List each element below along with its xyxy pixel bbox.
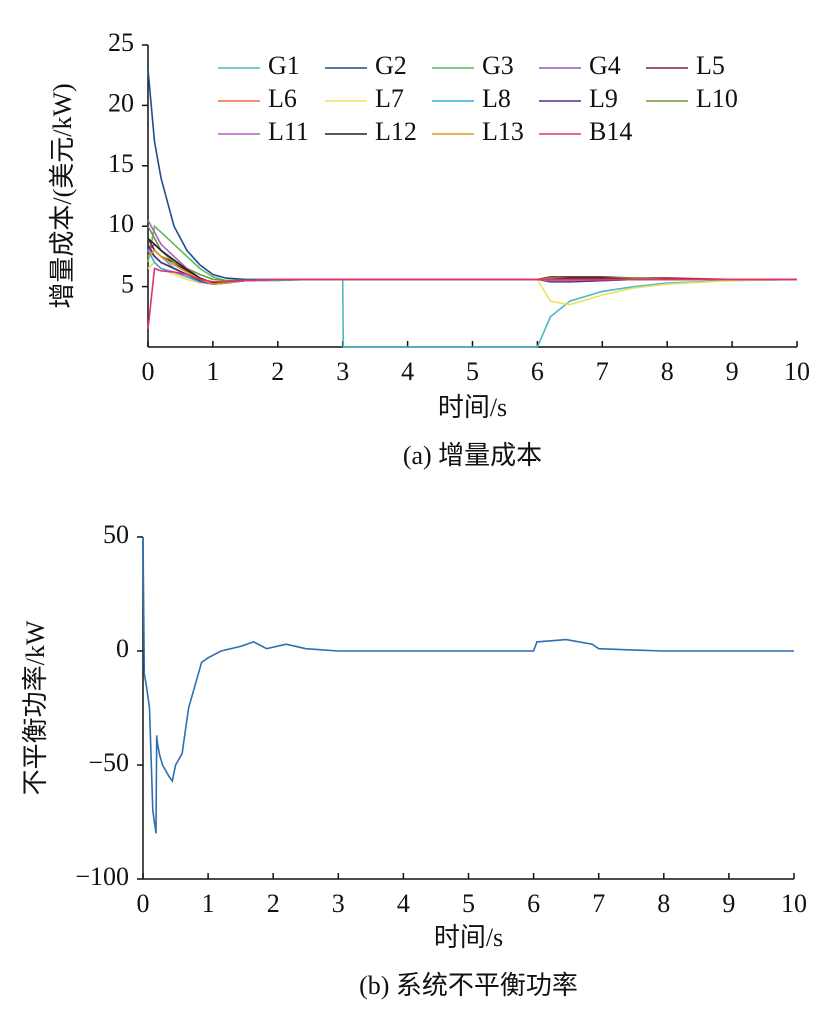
legend-label: L8	[482, 84, 511, 113]
x-tick-label: 8	[657, 889, 670, 918]
y-tick-label: 25	[108, 28, 134, 57]
legend-label: L13	[482, 117, 524, 146]
series-line	[147, 237, 798, 348]
x-tick-label: 2	[267, 889, 280, 918]
legend-label: L12	[375, 117, 417, 146]
x-tick-label: 6	[531, 357, 544, 386]
x-tick-label: 10	[784, 357, 810, 386]
x-tick-label: 0	[142, 357, 155, 386]
y-axis-label: 增量成本/(美元/kW)	[48, 83, 77, 308]
legend-label: L10	[696, 84, 738, 113]
x-tick-label: 0	[137, 889, 150, 918]
x-tick-label: 1	[206, 357, 219, 386]
x-tick-label: 1	[202, 889, 215, 918]
x-axis-label: 时间/s	[438, 393, 507, 422]
legend-label: G4	[589, 51, 621, 80]
x-tick-label: 8	[661, 357, 674, 386]
series-line	[147, 267, 797, 329]
series-line	[147, 224, 797, 282]
legend-label: L9	[589, 84, 618, 113]
legend-label: L11	[268, 117, 309, 146]
legend-label: G3	[482, 51, 514, 80]
caption: (a) 增量成本	[403, 441, 542, 470]
series-line	[147, 237, 797, 286]
x-tick-label: 9	[726, 357, 739, 386]
y-axis-label: 不平衡功率/kW	[21, 620, 50, 795]
x-tick-label: 3	[336, 357, 349, 386]
x-tick-label: 6	[527, 889, 540, 918]
legend-label: L7	[375, 84, 404, 113]
x-tick-label: 9	[722, 889, 735, 918]
y-tick-label: −50	[88, 748, 129, 777]
y-tick-label: 5	[121, 270, 134, 299]
series-line	[147, 219, 797, 284]
legend-label: L6	[268, 84, 297, 113]
y-tick-label: −100	[75, 862, 129, 891]
x-tick-label: 5	[462, 889, 475, 918]
y-tick-label: 0	[116, 634, 129, 663]
series-line	[147, 243, 797, 284]
x-tick-label: 10	[781, 889, 807, 918]
series-line	[147, 237, 797, 284]
x-tick-label: 3	[332, 889, 345, 918]
series-line	[147, 225, 797, 282]
legend-label: G2	[375, 51, 407, 80]
y-tick-label: 50	[103, 520, 129, 549]
x-tick-label: 4	[401, 357, 414, 386]
series-line	[142, 536, 794, 834]
x-tick-label: 7	[596, 357, 609, 386]
y-tick-label: 15	[108, 149, 134, 178]
series-line	[147, 261, 798, 306]
x-tick-label: 4	[397, 889, 410, 918]
caption: (b) 系统不平衡功率	[359, 971, 578, 1000]
y-tick-label: 10	[108, 209, 134, 238]
y-tick-label: 20	[108, 88, 134, 117]
x-tick-label: 7	[592, 889, 605, 918]
x-tick-label: 2	[271, 357, 284, 386]
legend-label: G1	[268, 51, 300, 80]
x-axis-label: 时间/s	[434, 923, 503, 952]
legend-label: L5	[696, 51, 725, 80]
x-tick-label: 5	[466, 357, 479, 386]
legend-label: B14	[589, 117, 632, 146]
